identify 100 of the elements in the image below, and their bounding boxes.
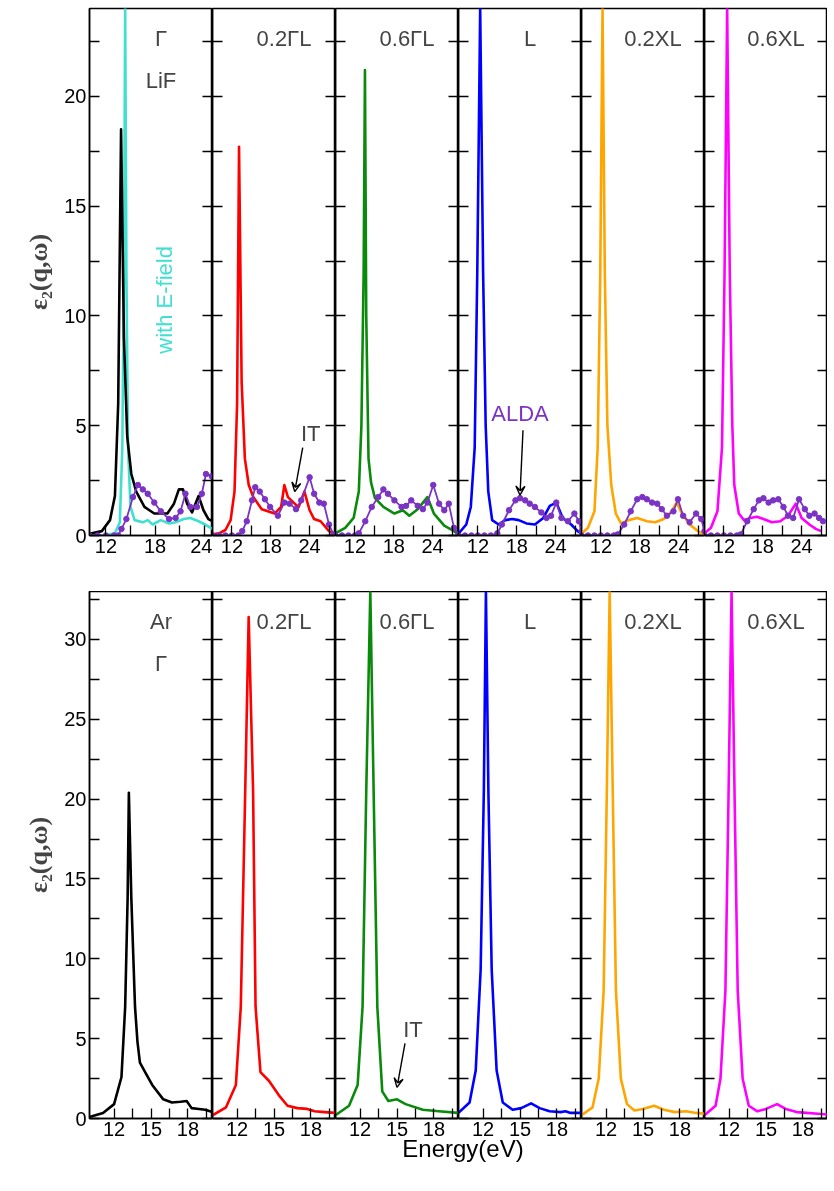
annotation: 0.2XL xyxy=(624,609,682,634)
annotation: 0.2ΓL xyxy=(256,26,312,51)
point xyxy=(450,524,458,532)
x-tick-label: 18 xyxy=(628,534,651,557)
point xyxy=(633,496,641,503)
point xyxy=(316,499,323,506)
x-tick-label: 12 xyxy=(712,534,736,557)
point xyxy=(441,507,448,514)
y-tick-label: 30 xyxy=(64,628,87,651)
point xyxy=(564,517,572,525)
annotation: 0.2ΓL xyxy=(256,609,312,634)
y-tick-label: 20 xyxy=(64,788,87,811)
point xyxy=(558,514,565,522)
y-tick-label: 25 xyxy=(64,708,87,731)
point xyxy=(571,510,578,517)
annotation: IT xyxy=(403,1016,423,1042)
y-tick-label: 5 xyxy=(75,414,87,437)
point xyxy=(780,503,787,511)
y-tick-label: 10 xyxy=(64,947,87,970)
x-tick-label: 24 xyxy=(667,534,690,557)
x-tick-label: 12 xyxy=(466,534,490,557)
point xyxy=(320,500,328,507)
x-tick-label: 18 xyxy=(545,1117,569,1140)
point xyxy=(775,496,782,503)
point xyxy=(310,490,318,498)
point xyxy=(274,512,282,519)
y-tick-label: 15 xyxy=(64,867,87,890)
point xyxy=(639,493,646,501)
x-tick-label: 12 xyxy=(102,1117,126,1140)
y-tick-label: 20 xyxy=(64,85,87,108)
x-tick-label: 15 xyxy=(262,1117,286,1140)
point xyxy=(407,497,415,504)
point xyxy=(750,505,757,513)
point xyxy=(648,499,656,506)
point xyxy=(643,496,651,503)
x-tick-label: 18 xyxy=(176,1117,200,1140)
point xyxy=(521,497,529,504)
point xyxy=(755,497,763,504)
point xyxy=(430,481,437,489)
point xyxy=(494,530,501,536)
text: ALDA xyxy=(491,401,550,427)
point xyxy=(547,512,555,519)
point xyxy=(391,497,398,504)
point xyxy=(402,502,410,510)
point xyxy=(297,497,305,504)
x-tick-label: 24 xyxy=(544,534,567,557)
point xyxy=(505,507,513,514)
point xyxy=(419,505,427,513)
point xyxy=(398,503,405,511)
x-tick-label: 12 xyxy=(348,1117,372,1140)
point xyxy=(801,505,809,513)
annotation: 0.6XL xyxy=(747,609,805,634)
point xyxy=(663,512,671,519)
point xyxy=(614,531,621,536)
point xyxy=(374,493,382,501)
annotation: 0.2XL xyxy=(624,26,682,51)
y-axis-title: ε₂(q,ω) xyxy=(24,816,54,894)
point xyxy=(384,490,392,498)
annotation: Γ xyxy=(154,26,168,51)
point xyxy=(526,500,533,507)
x-tick-label: 24 xyxy=(421,534,444,557)
point xyxy=(251,483,259,491)
x-tick-label: 18 xyxy=(259,534,282,557)
x-tick-label: 18 xyxy=(143,534,167,557)
x-tick-label: 12 xyxy=(717,1117,741,1140)
annotation: 0.6XL xyxy=(747,26,805,51)
point xyxy=(380,486,387,493)
x-tick-label: 12 xyxy=(94,534,118,557)
point xyxy=(784,512,792,519)
point xyxy=(292,505,300,513)
x-tick-label: 24 xyxy=(790,534,813,557)
point xyxy=(325,521,333,528)
x-tick-label: 15 xyxy=(754,1117,778,1140)
point xyxy=(266,503,274,511)
x-tick-label: 18 xyxy=(299,1117,323,1140)
point xyxy=(261,496,269,503)
annotation: L xyxy=(523,609,537,634)
point xyxy=(627,508,634,515)
annotation: Γ xyxy=(154,651,168,676)
point xyxy=(498,521,506,528)
point xyxy=(679,512,687,519)
point xyxy=(819,517,827,525)
x-tick-label: 12 xyxy=(594,1117,618,1140)
x-tick-label: 15 xyxy=(631,1117,655,1140)
point xyxy=(414,502,421,510)
annotation: Ar xyxy=(150,609,172,634)
x-tick-label: 18 xyxy=(382,534,405,557)
point xyxy=(538,509,545,516)
point xyxy=(445,500,453,507)
y-tick-label: 5 xyxy=(75,1027,87,1050)
point xyxy=(815,514,823,522)
point xyxy=(362,517,369,525)
y-tick-label: 15 xyxy=(64,195,87,218)
annotation: 0.6ΓL xyxy=(379,26,435,51)
point xyxy=(368,503,375,511)
point xyxy=(806,512,813,519)
point xyxy=(760,494,767,502)
point xyxy=(789,514,797,522)
x-tick-label: 12 xyxy=(225,1117,249,1140)
point xyxy=(670,508,677,515)
